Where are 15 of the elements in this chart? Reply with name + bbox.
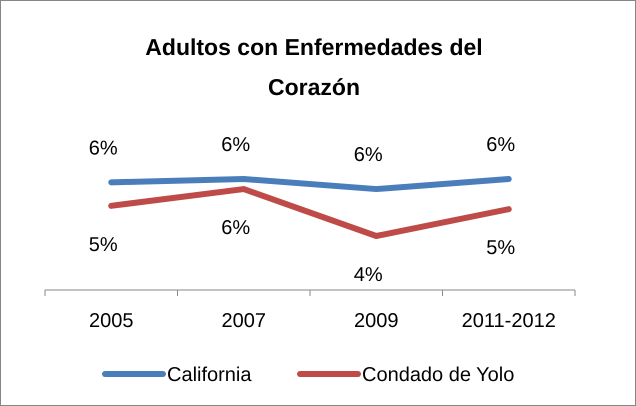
data-label: 4% <box>354 264 383 286</box>
data-label: 6% <box>88 137 118 160</box>
data-label: 5% <box>486 237 516 260</box>
legend-label: Condado de Yolo <box>362 364 514 386</box>
legend-label: California <box>167 364 252 386</box>
data-label: 6% <box>221 134 250 156</box>
data-label: 6% <box>354 144 383 166</box>
data-label: 6% <box>486 134 516 156</box>
x-tick-label: 2005 <box>89 310 134 332</box>
data-label: 5% <box>88 234 118 256</box>
chart-title: Adultos con Enfermedades del Corazón <box>145 34 483 100</box>
data-label: 6% <box>221 217 250 240</box>
x-tick-label: 2011-2012 <box>462 310 556 332</box>
x-tick-label: 2009 <box>354 310 398 332</box>
x-tick-label: 2007 <box>222 310 266 332</box>
